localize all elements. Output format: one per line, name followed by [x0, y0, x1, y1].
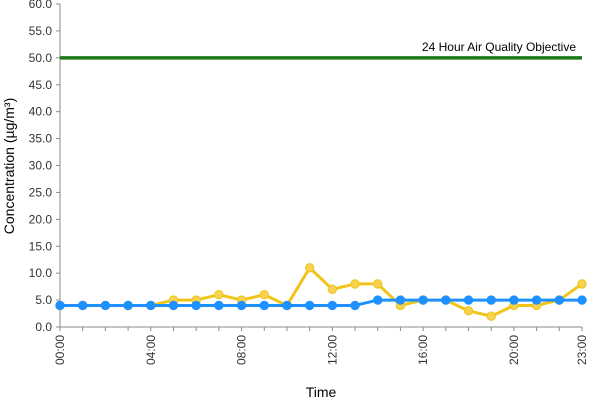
y-tick-label: 45.0 [29, 78, 53, 92]
y-tick-label: 60.0 [29, 0, 53, 11]
series-1-point [350, 279, 360, 289]
x-tick-label: 12:00 [325, 335, 339, 365]
series-2-point [463, 295, 474, 305]
x-tick-label: 23:00 [575, 335, 589, 365]
series-2-point [259, 300, 269, 311]
series-2-point [554, 295, 565, 305]
series-2-point [146, 300, 156, 311]
y-tick-label: 0.0 [35, 320, 52, 334]
objective-line-group: 24 Hour Air Quality Objective [60, 40, 582, 60]
y-tick-label: 10.0 [29, 266, 53, 280]
series-2-point [304, 300, 315, 311]
x-axis-ticks: 00:00 04:00 08:00 12:00 16:00 20:00 23:00 [53, 327, 589, 365]
y-tick-label: 15.0 [29, 239, 53, 253]
x-tick-label: 04:00 [144, 335, 158, 365]
x-tick-label: 16:00 [416, 335, 430, 365]
series-2-point [395, 295, 406, 305]
objective-label: 24 Hour Air Quality Objective [422, 40, 576, 54]
series-2-point [282, 300, 292, 311]
series-1-point [327, 284, 338, 295]
series-2-point [531, 295, 542, 305]
series-2-point [168, 300, 179, 311]
x-tick-label: 08:00 [235, 335, 249, 365]
series-1-line [60, 266, 583, 318]
series-2-point [509, 295, 519, 305]
series-2-point [327, 300, 338, 311]
series-2-point [123, 300, 133, 311]
series-2-point [441, 295, 451, 305]
series-2-point [77, 300, 88, 311]
series-2-point [577, 295, 587, 305]
y-tick-label: 55.0 [29, 24, 53, 38]
series-1-point [373, 279, 383, 289]
series-2-point [418, 295, 428, 305]
y-tick-label: 20.0 [29, 212, 53, 226]
y-tick-label: 25.0 [29, 185, 53, 199]
series-group [55, 263, 587, 321]
series-2-point [100, 300, 111, 311]
y-tick-label: 50.0 [29, 51, 53, 65]
y-tick-label: 30.0 [29, 159, 53, 173]
y-tick-label: 40.0 [29, 105, 53, 119]
series-2-point [350, 300, 360, 311]
series-2-point [214, 300, 224, 311]
x-tick-label: 00:00 [53, 335, 67, 365]
x-tick-label: 20:00 [507, 335, 521, 365]
series-1-point [577, 279, 587, 289]
series-1-point [486, 311, 496, 321]
series-2-point [373, 295, 383, 305]
series-1-point [463, 306, 474, 316]
series-2-point [55, 300, 65, 311]
series-1-point [259, 290, 269, 300]
x-axis-title: Time [306, 384, 337, 400]
series-2-point [191, 300, 201, 311]
series-2-point [486, 295, 496, 305]
series-2-point [236, 300, 247, 311]
y-axis-ticks: 0.0 5.0 10.0 15.0 20.0 25.0 30.0 35.0 40.0 45.0 50… [29, 0, 60, 334]
y-tick-label: 5.0 [35, 293, 52, 307]
series-2-line [60, 298, 582, 307]
y-tick-label: 35.0 [29, 132, 53, 146]
series-1-point [214, 290, 224, 300]
series-1-point [304, 263, 315, 273]
y-axis-title: Concentration (µg/m³) [1, 98, 17, 234]
